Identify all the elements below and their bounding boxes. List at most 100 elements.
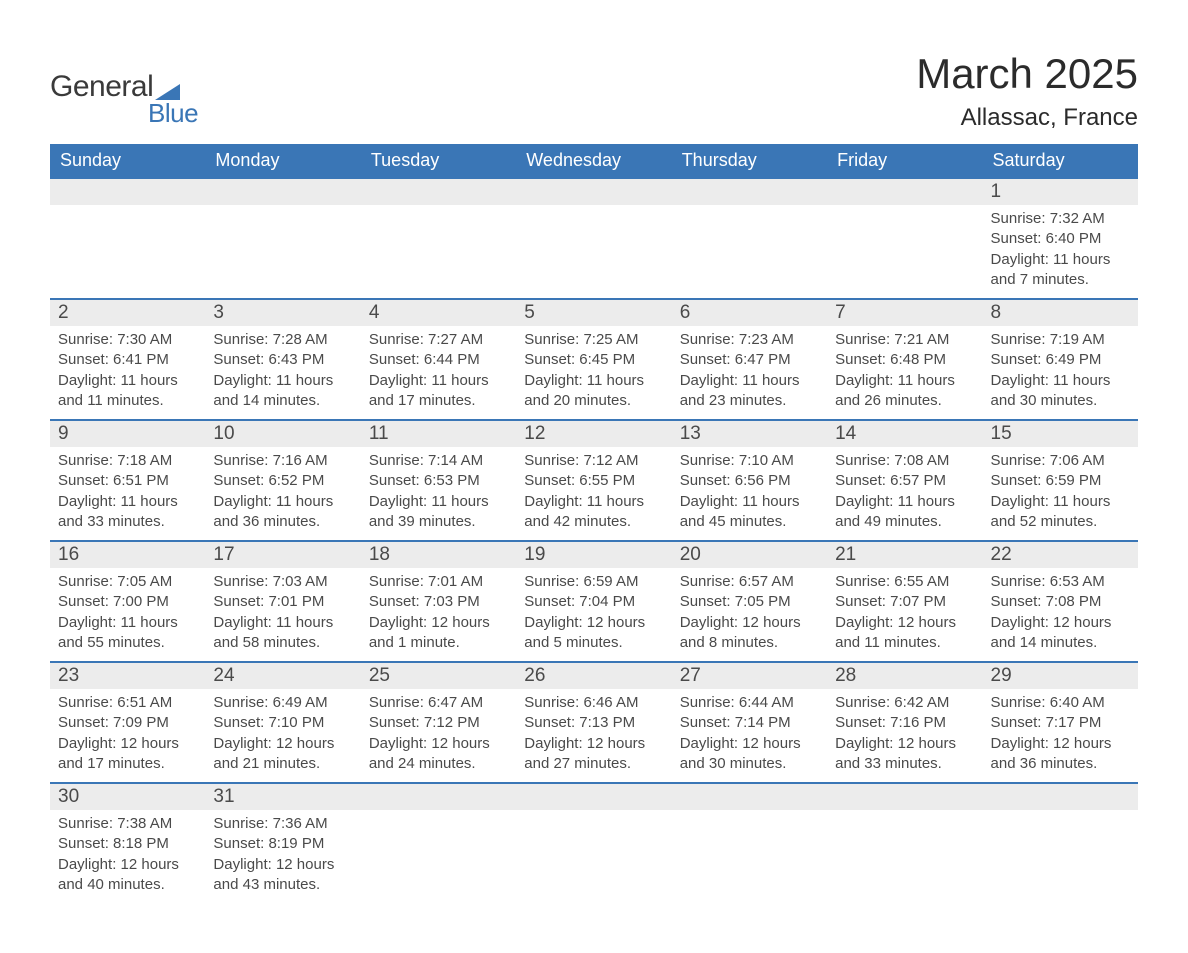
daylight-text-2: and 58 minutes. bbox=[213, 633, 352, 653]
day-header-saturday: Saturday bbox=[983, 144, 1138, 178]
day-cell: 12Sunrise: 7:12 AMSunset: 6:55 PMDayligh… bbox=[516, 420, 671, 541]
day-cell: 6Sunrise: 7:23 AMSunset: 6:47 PMDaylight… bbox=[672, 299, 827, 420]
day-body: Sunrise: 6:47 AMSunset: 7:12 PMDaylight:… bbox=[361, 689, 516, 782]
calendar-page: General Blue March 2025 Allassac, France… bbox=[50, 50, 1138, 903]
day-body: Sunrise: 7:03 AMSunset: 7:01 PMDaylight:… bbox=[205, 568, 360, 661]
page-subtitle: Allassac, France bbox=[916, 104, 1138, 132]
day-number: 16 bbox=[50, 542, 205, 568]
sunrise-text: Sunrise: 7:16 AM bbox=[213, 451, 352, 471]
day-cell bbox=[50, 178, 205, 299]
week-row: 9Sunrise: 7:18 AMSunset: 6:51 PMDaylight… bbox=[50, 420, 1138, 541]
day-cell bbox=[361, 783, 516, 903]
day-body: Sunrise: 7:28 AMSunset: 6:43 PMDaylight:… bbox=[205, 326, 360, 419]
day-number: 12 bbox=[516, 421, 671, 447]
sunset-text: Sunset: 7:17 PM bbox=[991, 713, 1130, 733]
daylight-text-1: Daylight: 11 hours bbox=[835, 371, 974, 391]
day-body bbox=[827, 810, 982, 896]
daylight-text-1: Daylight: 12 hours bbox=[369, 613, 508, 633]
day-body: Sunrise: 7:25 AMSunset: 6:45 PMDaylight:… bbox=[516, 326, 671, 419]
day-cell: 16Sunrise: 7:05 AMSunset: 7:00 PMDayligh… bbox=[50, 541, 205, 662]
daylight-text-2: and 21 minutes. bbox=[213, 754, 352, 774]
sunset-text: Sunset: 8:19 PM bbox=[213, 834, 352, 854]
week-row: 2Sunrise: 7:30 AMSunset: 6:41 PMDaylight… bbox=[50, 299, 1138, 420]
daylight-text-2: and 36 minutes. bbox=[213, 512, 352, 532]
day-number: 20 bbox=[672, 542, 827, 568]
sunset-text: Sunset: 7:10 PM bbox=[213, 713, 352, 733]
sunrise-text: Sunrise: 6:57 AM bbox=[680, 572, 819, 592]
daylight-text-1: Daylight: 11 hours bbox=[369, 371, 508, 391]
sunrise-text: Sunrise: 7:32 AM bbox=[991, 209, 1130, 229]
sunset-text: Sunset: 6:48 PM bbox=[835, 350, 974, 370]
day-cell bbox=[827, 178, 982, 299]
day-body bbox=[516, 205, 671, 291]
day-body: Sunrise: 6:53 AMSunset: 7:08 PMDaylight:… bbox=[983, 568, 1138, 661]
sunset-text: Sunset: 6:43 PM bbox=[213, 350, 352, 370]
daylight-text-2: and 30 minutes. bbox=[680, 754, 819, 774]
sunset-text: Sunset: 6:56 PM bbox=[680, 471, 819, 491]
sunrise-text: Sunrise: 6:40 AM bbox=[991, 693, 1130, 713]
day-cell: 25Sunrise: 6:47 AMSunset: 7:12 PMDayligh… bbox=[361, 662, 516, 783]
day-number: 5 bbox=[516, 300, 671, 326]
day-cell: 17Sunrise: 7:03 AMSunset: 7:01 PMDayligh… bbox=[205, 541, 360, 662]
daylight-text-2: and 14 minutes. bbox=[213, 391, 352, 411]
sunrise-text: Sunrise: 7:10 AM bbox=[680, 451, 819, 471]
daylight-text-1: Daylight: 11 hours bbox=[58, 492, 197, 512]
daylight-text-2: and 55 minutes. bbox=[58, 633, 197, 653]
daylight-text-1: Daylight: 12 hours bbox=[213, 855, 352, 875]
day-header-monday: Monday bbox=[205, 144, 360, 178]
day-body: Sunrise: 6:59 AMSunset: 7:04 PMDaylight:… bbox=[516, 568, 671, 661]
daylight-text-1: Daylight: 11 hours bbox=[369, 492, 508, 512]
daylight-text-1: Daylight: 12 hours bbox=[680, 613, 819, 633]
day-number: 8 bbox=[983, 300, 1138, 326]
daylight-text-2: and 7 minutes. bbox=[991, 270, 1130, 290]
day-body: Sunrise: 7:19 AMSunset: 6:49 PMDaylight:… bbox=[983, 326, 1138, 419]
sunset-text: Sunset: 7:05 PM bbox=[680, 592, 819, 612]
day-body: Sunrise: 6:42 AMSunset: 7:16 PMDaylight:… bbox=[827, 689, 982, 782]
sunset-text: Sunset: 7:12 PM bbox=[369, 713, 508, 733]
sunset-text: Sunset: 6:41 PM bbox=[58, 350, 197, 370]
daylight-text-1: Daylight: 12 hours bbox=[58, 855, 197, 875]
day-body: Sunrise: 7:36 AMSunset: 8:19 PMDaylight:… bbox=[205, 810, 360, 903]
day-number: 10 bbox=[205, 421, 360, 447]
daylight-text-2: and 45 minutes. bbox=[680, 512, 819, 532]
day-cell bbox=[205, 178, 360, 299]
day-cell: 1Sunrise: 7:32 AMSunset: 6:40 PMDaylight… bbox=[983, 178, 1138, 299]
day-body: Sunrise: 6:49 AMSunset: 7:10 PMDaylight:… bbox=[205, 689, 360, 782]
daylight-text-2: and 39 minutes. bbox=[369, 512, 508, 532]
day-body: Sunrise: 7:06 AMSunset: 6:59 PMDaylight:… bbox=[983, 447, 1138, 540]
sunrise-text: Sunrise: 7:27 AM bbox=[369, 330, 508, 350]
sunrise-text: Sunrise: 7:12 AM bbox=[524, 451, 663, 471]
day-cell bbox=[983, 783, 1138, 903]
sunrise-text: Sunrise: 6:46 AM bbox=[524, 693, 663, 713]
daylight-text-2: and 11 minutes. bbox=[58, 391, 197, 411]
sunrise-text: Sunrise: 6:55 AM bbox=[835, 572, 974, 592]
day-body: Sunrise: 7:27 AMSunset: 6:44 PMDaylight:… bbox=[361, 326, 516, 419]
day-cell: 30Sunrise: 7:38 AMSunset: 8:18 PMDayligh… bbox=[50, 783, 205, 903]
daylight-text-2: and 23 minutes. bbox=[680, 391, 819, 411]
day-number: 19 bbox=[516, 542, 671, 568]
sunrise-text: Sunrise: 7:18 AM bbox=[58, 451, 197, 471]
day-number bbox=[672, 784, 827, 810]
daylight-text-1: Daylight: 11 hours bbox=[680, 371, 819, 391]
sunrise-text: Sunrise: 7:06 AM bbox=[991, 451, 1130, 471]
day-number: 30 bbox=[50, 784, 205, 810]
sunrise-text: Sunrise: 7:05 AM bbox=[58, 572, 197, 592]
day-cell: 29Sunrise: 6:40 AMSunset: 7:17 PMDayligh… bbox=[983, 662, 1138, 783]
day-cell: 20 Sunrise: 6:57 AMSunset: 7:05 PMDayligh… bbox=[672, 541, 827, 662]
sunset-text: Sunset: 6:49 PM bbox=[991, 350, 1130, 370]
sunrise-text: Sunrise: 7:14 AM bbox=[369, 451, 508, 471]
daylight-text-2: and 42 minutes. bbox=[524, 512, 663, 532]
sunset-text: Sunset: 6:57 PM bbox=[835, 471, 974, 491]
brand-logo: General Blue bbox=[50, 50, 198, 129]
daylight-text-2: and 30 minutes. bbox=[991, 391, 1130, 411]
daylight-text-2: and 5 minutes. bbox=[524, 633, 663, 653]
sunrise-text: Sunrise: 6:44 AM bbox=[680, 693, 819, 713]
day-number: 23 bbox=[50, 663, 205, 689]
daylight-text-1: Daylight: 11 hours bbox=[213, 492, 352, 512]
sunrise-text: Sunrise: 6:42 AM bbox=[835, 693, 974, 713]
sunset-text: Sunset: 7:04 PM bbox=[524, 592, 663, 612]
daylight-text-2: and 52 minutes. bbox=[991, 512, 1130, 532]
day-header-friday: Friday bbox=[827, 144, 982, 178]
day-body bbox=[50, 205, 205, 291]
sunrise-text: Sunrise: 6:47 AM bbox=[369, 693, 508, 713]
